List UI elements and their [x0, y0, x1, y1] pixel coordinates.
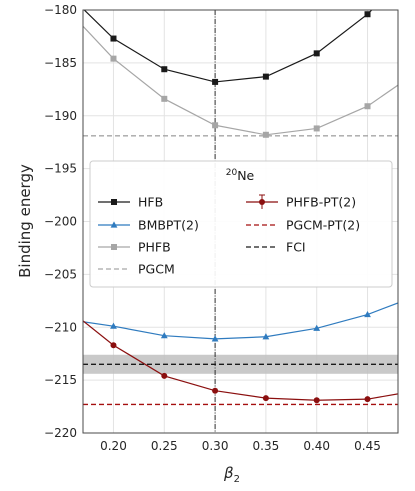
legend-label-hfb: HFB	[138, 195, 163, 210]
y-axis-label: Binding energy	[16, 164, 34, 278]
x-tick-label: 0.45	[354, 439, 381, 453]
series-line-phfb-pt-2	[83, 320, 398, 401]
data-point-phfb	[262, 131, 269, 138]
y-tick-label: −215	[44, 373, 77, 387]
legend-marker-hfb	[111, 199, 117, 205]
data-point-phfb-pt-2	[262, 395, 269, 402]
data-point-phfb	[313, 125, 320, 132]
plot-frame	[82, 9, 399, 434]
legend-title-mass: 20	[226, 168, 238, 178]
data-point-hfb	[212, 78, 219, 85]
legend-title: 20Ne	[226, 168, 255, 183]
data-point-bmbpt-2	[364, 310, 371, 318]
x-tick-label: 0.25	[151, 439, 178, 453]
data-point-phfb-pt-2	[110, 342, 117, 349]
y-tick-label: −200	[44, 215, 77, 229]
legend-label-pgcm-pt-2: PGCM-PT(2)	[286, 218, 360, 233]
series-group	[83, 10, 398, 406]
legend-label-phfb: PHFB	[138, 240, 171, 255]
x-axis-label-symbol: β	[223, 464, 234, 482]
legend-marker-bmbpt-2	[110, 221, 118, 228]
data-point-bmbpt-2	[160, 332, 168, 339]
data-point-bmbpt-2	[313, 324, 321, 331]
fci-band	[83, 354, 398, 374]
legend-box	[89, 160, 393, 288]
data-point-hfb	[110, 35, 117, 42]
legend-title-element: Ne	[237, 168, 254, 183]
legend-label-fci: FCI	[286, 240, 306, 255]
legend-entries: HFB BMBPT(2) PHFB PHFB-PT(2) PGCM PGCM-PT(2) F…	[98, 194, 360, 277]
x-tick-label: 0.30	[202, 439, 229, 453]
series-line-hfb	[83, 10, 373, 83]
legend-marker-phfb	[111, 244, 117, 250]
series-line-phfb	[83, 25, 398, 136]
data-point-phfb	[364, 103, 371, 110]
x-tick-label: 0.20	[100, 439, 127, 453]
data-point-hfb	[313, 50, 320, 57]
data-point-phfb-pt-2	[161, 372, 168, 379]
data-point-hfb	[262, 73, 269, 80]
y-tick-label: −205	[44, 267, 77, 281]
data-point-phfb-pt-2	[364, 396, 371, 403]
y-tick-label: −190	[44, 109, 77, 123]
x-tick-label: 0.35	[253, 439, 280, 453]
fci-uncertainty-band	[83, 354, 398, 374]
data-point-bmbpt-2	[110, 322, 117, 329]
legend-label-pgcm: PGCM	[138, 262, 175, 277]
data-point-bmbpt-2	[262, 333, 270, 340]
series-line-bmbpt-2	[83, 302, 398, 340]
data-point-phfb	[161, 95, 168, 102]
legend-label-bmbpt-2: BMBPT(2)	[138, 218, 199, 233]
legend: 20Ne HFB BMBPT(2) PHFB PHFB-PT(2) PGCM PGCM-P…	[89, 160, 393, 288]
x-tick-label: 0.40	[303, 439, 330, 453]
data-point-phfb-pt-2	[212, 387, 219, 394]
y-tick-label: −220	[44, 426, 77, 440]
legend-label-phfb-pt-2: PHFB-PT(2)	[286, 195, 356, 210]
x-axis-label-subscript: 2	[234, 474, 240, 485]
y-tick-label: −185	[44, 56, 77, 70]
data-point-hfb	[364, 11, 371, 18]
y-tick-label: −195	[44, 162, 77, 176]
y-tick-label: −210	[44, 320, 77, 334]
tick-labels: 0.20 0.25 0.30 0.35 0.40 0.45 −220 −215 −210 −205…	[44, 3, 381, 453]
y-tick-label: −180	[44, 3, 77, 17]
data-point-bmbpt-2	[211, 335, 219, 342]
data-point-phfb	[212, 122, 219, 129]
data-point-hfb	[161, 66, 168, 73]
data-point-phfb	[110, 55, 117, 62]
data-point-phfb-pt-2	[313, 397, 320, 404]
x-axis-label: β2	[223, 464, 240, 485]
